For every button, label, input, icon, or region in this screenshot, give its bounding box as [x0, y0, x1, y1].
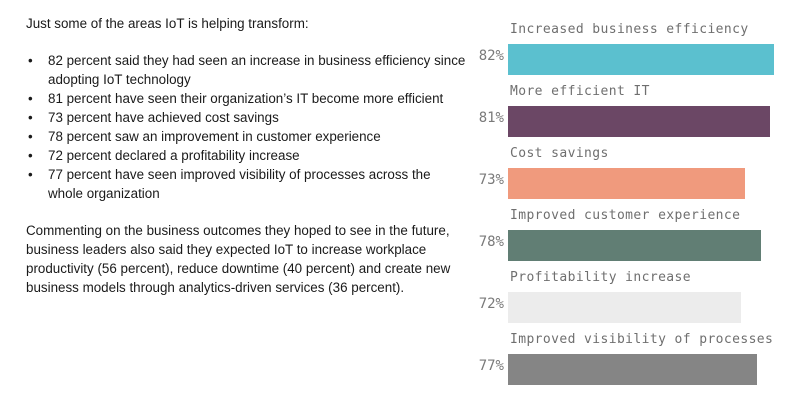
- bar-category-label: More efficient IT: [510, 84, 650, 99]
- bar-category-label: Profitability increase: [510, 270, 691, 285]
- bar-group: Improved customer experience 78%: [462, 208, 800, 270]
- bullet-icon: •: [28, 129, 33, 144]
- bullet-list: • 82 percent said they had seen an increa…: [26, 51, 466, 203]
- bullet-icon: •: [28, 167, 33, 182]
- bar-category-label: Increased business efficiency: [510, 22, 749, 37]
- bar-group: Improved visibility of processes 77%: [462, 332, 800, 394]
- bar-group: Profitability increase 72%: [462, 270, 800, 332]
- bullet-text: 72 percent declared a profitability incr…: [48, 148, 300, 163]
- bullet-icon: •: [28, 91, 33, 106]
- bar-group: Increased business efficiency 82%: [462, 22, 800, 84]
- bar: [508, 354, 757, 385]
- bar-value-label: 82%: [478, 48, 504, 64]
- bullet-icon: •: [28, 148, 33, 163]
- bullet-icon: •: [28, 110, 33, 125]
- bullet-text: 81 percent have seen their organization’…: [48, 91, 444, 106]
- bullet-text: 82 percent said they had seen an increas…: [48, 53, 466, 87]
- bar-category-label: Improved visibility of processes: [510, 332, 774, 347]
- bar-category-label: Cost savings: [510, 146, 609, 161]
- article-text: Just some of the areas IoT is helping tr…: [26, 14, 466, 297]
- bar-value-label: 78%: [478, 234, 504, 250]
- bullet-text: 77 percent have seen improved visibility…: [48, 167, 431, 201]
- bar: [508, 292, 741, 323]
- bar: [508, 44, 774, 75]
- bar-category-label: Improved customer experience: [510, 208, 741, 223]
- intro-text: Just some of the areas IoT is helping tr…: [26, 16, 309, 31]
- bar-value-label: 77%: [478, 358, 504, 374]
- list-item: • 77 percent have seen improved visibilit…: [26, 165, 466, 203]
- bar: [508, 230, 761, 261]
- outcomes-paragraph: Commenting on the business outcomes they…: [26, 223, 451, 295]
- bar: [508, 168, 745, 199]
- bar: [508, 106, 770, 137]
- bar-value-label: 72%: [478, 296, 504, 312]
- list-item: • 72 percent declared a profitability inc…: [26, 146, 466, 165]
- bar-group: More efficient IT 81%: [462, 84, 800, 146]
- bar-chart: Increased business efficiency 82% More eff…: [462, 0, 800, 416]
- bar-group: Cost savings 73%: [462, 146, 800, 208]
- list-item: • 78 percent saw an improvement in custom…: [26, 127, 466, 146]
- list-item: • 73 percent have achieved cost savings: [26, 108, 466, 127]
- bullet-text: 78 percent saw an improvement in custome…: [48, 129, 381, 144]
- list-item: • 82 percent said they had seen an increa…: [26, 51, 466, 89]
- bullet-text: 73 percent have achieved cost savings: [48, 110, 279, 125]
- bullet-icon: •: [28, 53, 33, 68]
- bar-value-label: 81%: [478, 110, 504, 126]
- list-item: • 81 percent have seen their organization…: [26, 89, 466, 108]
- bar-value-label: 73%: [478, 172, 504, 188]
